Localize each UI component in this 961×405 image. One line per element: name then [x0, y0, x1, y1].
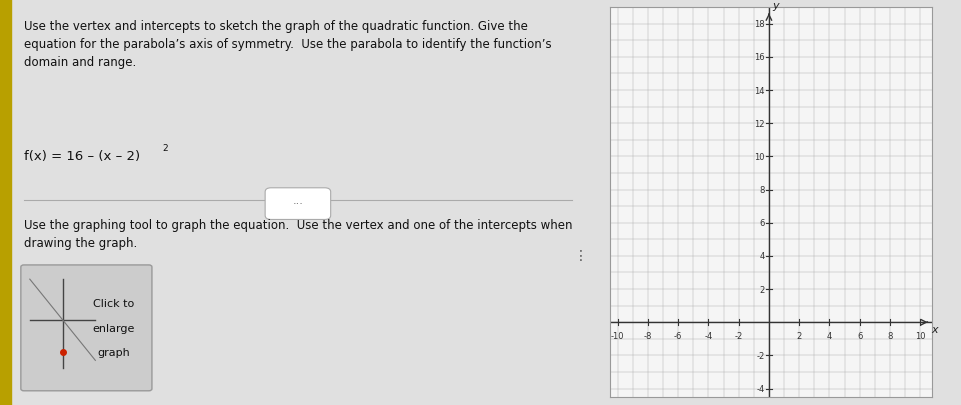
Text: x: x: [931, 324, 938, 334]
Text: 2: 2: [162, 144, 167, 153]
Text: 8: 8: [759, 185, 764, 194]
Text: 4: 4: [826, 332, 832, 341]
Text: f(x) = 16 – (x – 2): f(x) = 16 – (x – 2): [24, 150, 140, 163]
Text: -4: -4: [704, 332, 713, 341]
Text: 16: 16: [753, 53, 764, 62]
Text: 14: 14: [753, 86, 764, 95]
Text: 12: 12: [753, 119, 764, 128]
Text: Click to: Click to: [93, 299, 135, 309]
Bar: [0, 0, 11, 405]
Text: Use the graphing tool to graph the equation.  Use the vertex and one of the inte: Use the graphing tool to graph the equat…: [24, 219, 573, 249]
Text: 8: 8: [887, 332, 893, 341]
Text: 10: 10: [753, 153, 764, 162]
Text: -2: -2: [756, 351, 764, 360]
Text: -2: -2: [734, 332, 743, 341]
FancyBboxPatch shape: [21, 265, 152, 391]
Text: y: y: [773, 0, 779, 11]
Text: -6: -6: [674, 332, 682, 341]
Text: 18: 18: [753, 20, 764, 29]
Text: -8: -8: [644, 332, 653, 341]
Text: 6: 6: [857, 332, 862, 341]
Text: ···: ···: [292, 198, 304, 208]
Text: Use the vertex and intercepts to sketch the graph of the quadratic function. Giv: Use the vertex and intercepts to sketch …: [24, 20, 552, 69]
Text: enlarge: enlarge: [92, 323, 136, 333]
Text: -4: -4: [756, 384, 764, 393]
Text: ⋮: ⋮: [574, 248, 588, 262]
Text: 2: 2: [759, 285, 764, 294]
FancyBboxPatch shape: [265, 188, 331, 220]
Text: graph: graph: [98, 347, 131, 357]
Text: 10: 10: [915, 332, 925, 341]
Text: 6: 6: [759, 219, 764, 228]
Text: -10: -10: [611, 332, 625, 341]
Text: 4: 4: [759, 252, 764, 261]
Text: 2: 2: [797, 332, 801, 341]
